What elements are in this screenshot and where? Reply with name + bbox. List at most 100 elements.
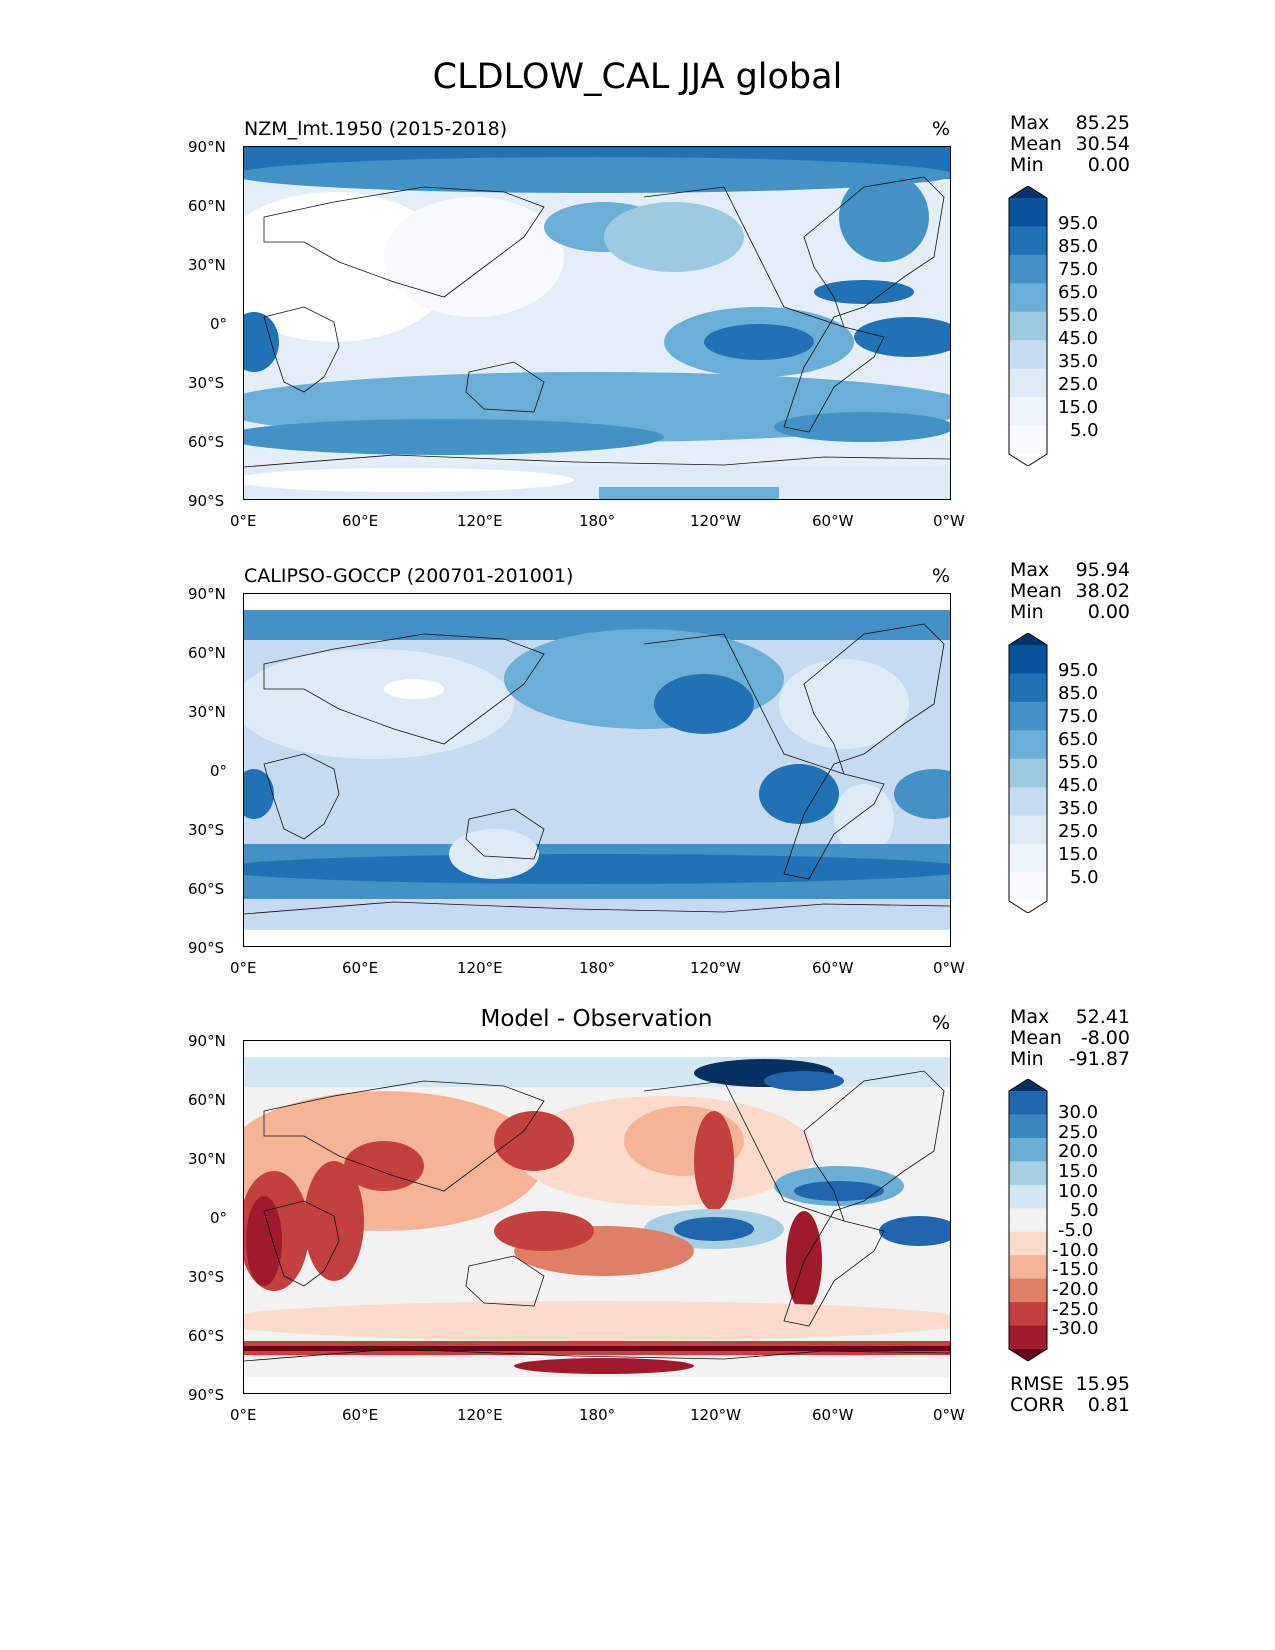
y-tick: 60°S — [188, 433, 225, 451]
colorbar-swatch — [1009, 1137, 1047, 1162]
colorbar-swatch — [1009, 815, 1047, 845]
colorbar-level: 20.0 — [1058, 1141, 1099, 1162]
mean-label: Mean — [1010, 580, 1062, 602]
colorbar-swatch — [1009, 368, 1047, 398]
min-value: -91.87 — [1068, 1048, 1130, 1070]
mean-label: Mean — [1010, 1027, 1062, 1049]
unit-label: % — [932, 1012, 951, 1034]
x-tick: 120°E — [457, 512, 503, 530]
colorbar-swatch — [1009, 901, 1047, 913]
max-value: 85.25 — [1075, 112, 1130, 134]
y-tick: 30°S — [188, 821, 225, 839]
colorbar-level: -30.0 — [1052, 1318, 1099, 1339]
colorbar-swatch — [1009, 1184, 1047, 1209]
x-tick: 120°W — [690, 512, 741, 530]
colorbar-model — [1007, 186, 1052, 466]
x-tick: 180° — [579, 512, 616, 530]
colorbar-swatch — [1009, 645, 1047, 674]
colorbar-level: 5.0 — [1070, 1200, 1099, 1221]
x-tick: 0°E — [230, 512, 257, 530]
colorbar-level: 35.0 — [1058, 351, 1099, 372]
x-tick: 0°W — [933, 1406, 965, 1424]
colorbar-swatch — [1009, 186, 1047, 198]
stats-block: Max 85.25 Mean 30.54 Min 0.00 — [1010, 112, 1130, 178]
colorbar-swatch — [1009, 730, 1047, 760]
colorbar-level: 95.0 — [1058, 660, 1099, 681]
y-tick: 90°S — [188, 1386, 225, 1404]
colorbar-swatch — [1009, 198, 1047, 227]
difference-field — [244, 1057, 950, 1377]
colorbar-level: 45.0 — [1058, 775, 1099, 796]
y-tick: 90°S — [188, 939, 225, 957]
colorbar-swatch — [1009, 1231, 1047, 1256]
model-field — [244, 147, 950, 499]
panel-title: CALIPSO-GOCCP (200701-201001) — [244, 565, 574, 587]
y-tick: 60°N — [188, 644, 226, 662]
stats-block: Max 52.41 Mean -8.00 Min -91.87 — [1010, 1006, 1130, 1072]
y-tick: 60°S — [188, 880, 225, 898]
stats-block: Max 95.94 Mean 38.02 Min 0.00 — [1010, 559, 1130, 625]
x-tick: 0°W — [933, 959, 965, 977]
min-value: 0.00 — [1087, 154, 1130, 176]
colorbar-swatch — [1009, 1091, 1047, 1115]
colorbar-swatch — [1009, 1208, 1047, 1233]
y-tick: 30°S — [188, 374, 225, 392]
max-value: 52.41 — [1075, 1006, 1130, 1028]
rmse-label: RMSE — [1010, 1373, 1064, 1395]
x-tick: 120°W — [690, 1406, 741, 1424]
y-tick: 90°N — [188, 1032, 226, 1050]
colorbar-swatch — [1009, 226, 1047, 256]
y-tick: 30°N — [188, 703, 226, 721]
y-tick: 90°N — [188, 585, 226, 603]
y-tick: 30°N — [188, 1150, 226, 1168]
colorbar-level: 35.0 — [1058, 798, 1099, 819]
min-label: Min — [1010, 1048, 1044, 1070]
mean-value: 38.02 — [1075, 580, 1130, 602]
colorbar-level: 30.0 — [1058, 1102, 1099, 1123]
mean-label: Mean — [1010, 133, 1062, 155]
colorbar-level: 10.0 — [1058, 1181, 1099, 1202]
colorbar-swatch — [1009, 340, 1047, 370]
colorbar-level: 15.0 — [1058, 1161, 1099, 1182]
colorbar-level: 5.0 — [1070, 420, 1099, 441]
colorbar-level: 55.0 — [1058, 752, 1099, 773]
min-label: Min — [1010, 601, 1044, 623]
observation-field — [244, 610, 950, 930]
x-tick: 120°E — [457, 959, 503, 977]
x-tick: 120°E — [457, 1406, 503, 1424]
max-label: Max — [1010, 559, 1050, 581]
colorbar-level: 25.0 — [1058, 821, 1099, 842]
colorbar-level: 45.0 — [1058, 328, 1099, 349]
colorbar-level: 65.0 — [1058, 282, 1099, 303]
rmse-value: 15.95 — [1075, 1373, 1130, 1395]
max-value: 95.94 — [1075, 559, 1130, 581]
y-tick: 60°S — [188, 1327, 225, 1345]
colorbar-difference — [1007, 1079, 1052, 1361]
colorbar-swatch — [1009, 283, 1047, 313]
map-model — [243, 146, 951, 500]
colorbar-level: 95.0 — [1058, 213, 1099, 234]
y-tick: 0° — [210, 315, 228, 333]
colorbar-swatch — [1009, 633, 1047, 645]
colorbar-swatch — [1009, 701, 1047, 731]
colorbar-level: 15.0 — [1058, 397, 1099, 418]
colorbar-level: 85.0 — [1058, 683, 1099, 704]
colorbar-level: 25.0 — [1058, 1122, 1099, 1143]
colorbar-level: 75.0 — [1058, 259, 1099, 280]
colorbar-swatch — [1009, 1349, 1047, 1361]
colorbar-swatch — [1009, 397, 1047, 427]
colorbar-swatch — [1009, 311, 1047, 341]
y-tick: 30°S — [188, 1268, 225, 1286]
colorbar-swatch — [1009, 758, 1047, 788]
y-tick: 0° — [210, 762, 228, 780]
max-label: Max — [1010, 112, 1050, 134]
colorbar-swatch — [1009, 673, 1047, 703]
x-tick: 0°E — [230, 1406, 257, 1424]
colorbar-level: 15.0 — [1058, 844, 1099, 865]
colorbar-swatch — [1009, 1255, 1047, 1280]
colorbar-swatch — [1009, 254, 1047, 284]
colorbar-swatch — [1009, 872, 1047, 902]
y-tick: 90°N — [188, 138, 226, 156]
colorbar-swatch — [1009, 1114, 1047, 1139]
figure-title: CLDLOW_CAL JJA global — [432, 57, 843, 97]
